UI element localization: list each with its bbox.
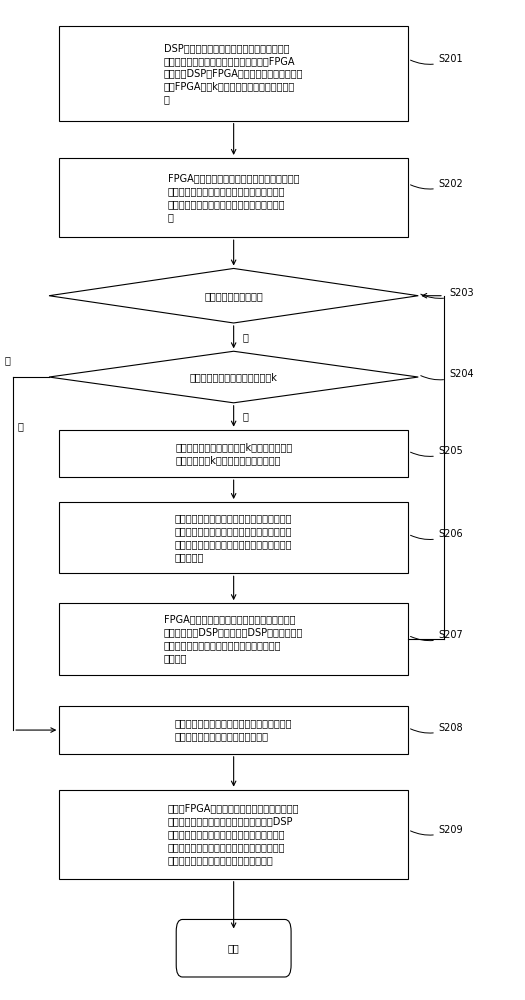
Polygon shape xyxy=(49,351,418,403)
Text: 是: 是 xyxy=(243,411,249,421)
Text: 从所述二维虚拟矩阵中取出全部未处理的像素
点，获取全部未处理的像素点的坐标: 从所述二维虚拟矩阵中取出全部未处理的像素 点，获取全部未处理的像素点的坐标 xyxy=(175,719,292,741)
Text: 否: 否 xyxy=(243,332,249,342)
Text: 从所述二维虚拟矩阵中取出k个未处理的像素
点，获取所述k个未处理的像素点的坐标: 从所述二维虚拟矩阵中取出k个未处理的像素 点，获取所述k个未处理的像素点的坐标 xyxy=(175,442,292,465)
Text: 将获取的所述未处理的像素点的坐标同时输入
所述斜地像素点对应关系计算模块，每个斜地
像素点对应关系计算模块处理一个未处理的像
素点的坐标: 将获取的所述未处理的像素点的坐标同时输入 所述斜地像素点对应关系计算模块，每个斜… xyxy=(175,513,292,562)
FancyBboxPatch shape xyxy=(59,158,408,237)
Text: S207: S207 xyxy=(411,630,464,641)
Text: DSP将成像场景中心参数、发射平台及接收平
台的运动参数数据，通过高速接口发送到FPGA
中；所述DSP与FPGA之间通过高速接口互连；
所述FPGA具有k个斜: DSP将成像场景中心参数、发射平台及接收平 台的运动参数数据，通过高速接口发送到… xyxy=(164,43,303,104)
Text: S202: S202 xyxy=(411,179,464,189)
Text: S204: S204 xyxy=(421,369,474,380)
FancyBboxPatch shape xyxy=(59,502,408,573)
Text: S208: S208 xyxy=(411,723,464,733)
FancyBboxPatch shape xyxy=(59,790,408,879)
Text: 结束: 结束 xyxy=(228,943,239,953)
Text: S205: S205 xyxy=(411,446,464,456)
Text: FPGA根据成像场景中心的坐标，在地平面上布
置一个以成像分辨率为间隔的二维虚拟矩阵；
将所述二维虚拟矩阵中的全部元素标记为未处
理: FPGA根据成像场景中心的坐标，在地平面上布 置一个以成像分辨率为间隔的二维虚拟… xyxy=(168,173,299,222)
FancyBboxPatch shape xyxy=(59,603,408,675)
Text: S203: S203 xyxy=(421,288,474,298)
Text: FPGA将各个斜地像素点对应关系计算模块的计
算结果发送到DSP，并存储到DSP的内存中；将
所述二维虚拟矩阵中的处理完毕的像素点标记
为已处理: FPGA将各个斜地像素点对应关系计算模块的计 算结果发送到DSP，并存储到DSP… xyxy=(164,615,303,663)
Text: 将所述FPGA的各个斜地像素点对应关系计算模
块的计算结果组合成斜地投影转换矩阵；DSP
的回波完成距离向和方位向处理，获得成像斜
平面的图像后，结合所述斜地投: 将所述FPGA的各个斜地像素点对应关系计算模 块的计算结果组合成斜地投影转换矩阵… xyxy=(168,804,299,865)
FancyBboxPatch shape xyxy=(59,430,408,477)
Text: 否: 否 xyxy=(5,355,10,365)
Text: 像素点全标记为已处理: 像素点全标记为已处理 xyxy=(204,291,263,301)
FancyBboxPatch shape xyxy=(59,706,408,754)
Text: 是: 是 xyxy=(17,422,23,432)
Text: S206: S206 xyxy=(411,529,464,539)
Polygon shape xyxy=(49,268,418,323)
Text: S201: S201 xyxy=(411,54,464,64)
Text: S209: S209 xyxy=(411,825,464,835)
Text: 未处理的像素点个数大于或等于k: 未处理的像素点个数大于或等于k xyxy=(190,372,278,382)
FancyBboxPatch shape xyxy=(59,26,408,121)
FancyBboxPatch shape xyxy=(176,919,291,977)
